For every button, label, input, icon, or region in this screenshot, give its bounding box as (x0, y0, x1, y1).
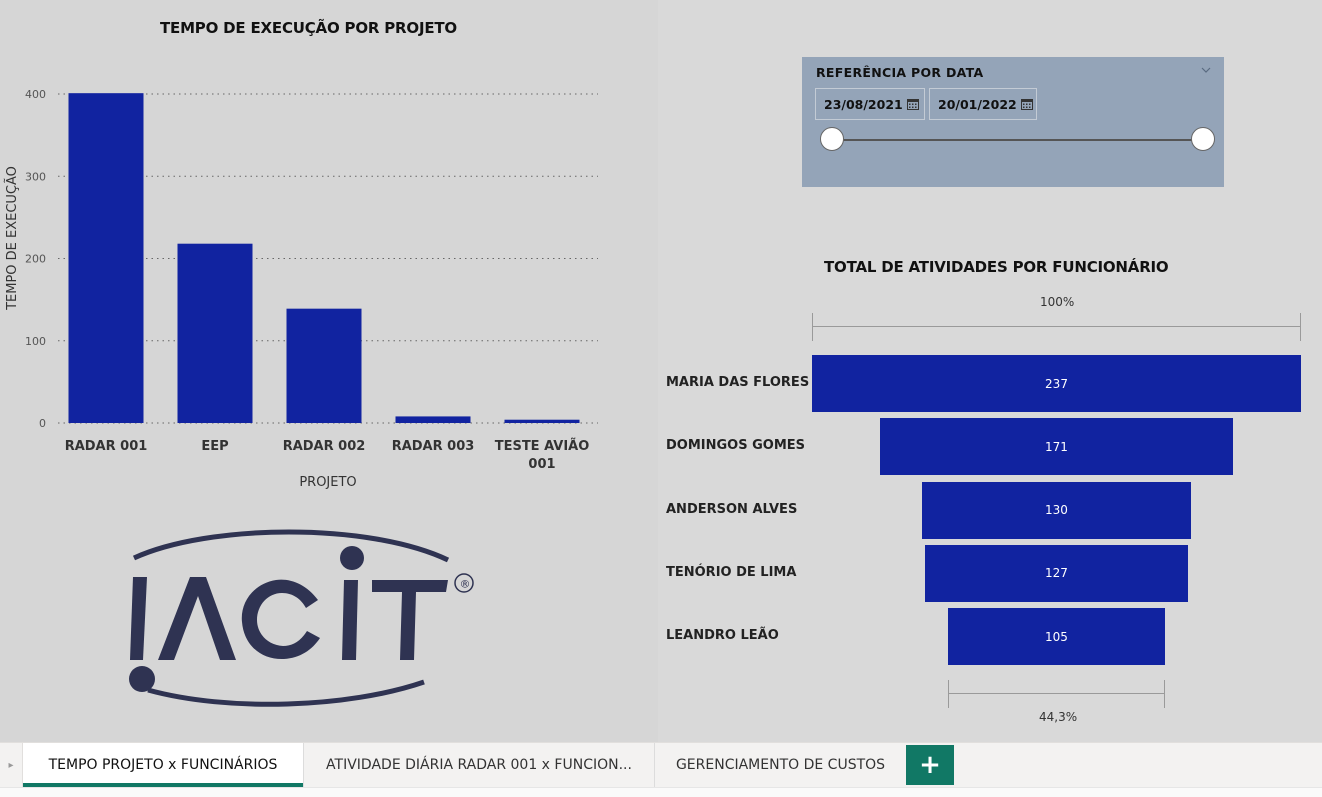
bar-chart-plot: 0 100 200 300 400 RADAR 001 EEP RADAR 002 RADAR … (4, 88, 598, 490)
chevron-down-icon[interactable] (1200, 65, 1212, 75)
funnel-value-label: 130 (1045, 503, 1068, 518)
funnel-top-bracket (812, 313, 1301, 341)
add-page-button[interactable]: + (906, 745, 954, 785)
page-tab-bar: ▸ TEMPO PROJETO x FUNCINÁRIOS ATIVIDADE … (0, 742, 1322, 797)
x-tick-label: RADAR 003 (392, 439, 475, 454)
funnel-bar[interactable]: 171 (880, 418, 1233, 476)
slicer-title: REFERÊNCIA POR DATA (816, 65, 984, 80)
x-axis-label: PROJETO (299, 475, 356, 490)
tab-tempo-projeto[interactable]: TEMPO PROJETO x FUNCINÁRIOS (23, 743, 304, 787)
x-tick-label: RADAR 001 (65, 439, 148, 454)
funnel-category-label: ANDERSON ALVES (666, 501, 798, 517)
funnel-top-percent: 100% (1040, 295, 1075, 309)
iacit-logo: ® (129, 529, 474, 707)
date-slider-track[interactable] (832, 139, 1202, 141)
y-tick-label: 0 (39, 417, 46, 430)
start-date-value: 23/08/2021 (824, 96, 903, 112)
funnel-bar[interactable]: 130 (922, 481, 1191, 539)
tab-label: TEMPO PROJETO x FUNCINÁRIOS (48, 757, 278, 773)
end-date-input[interactable]: 20/01/2022 (929, 88, 1037, 120)
end-date-value: 20/01/2022 (938, 96, 1017, 112)
y-tick-label: 100 (25, 335, 46, 348)
tab-label: GERENCIAMENTO DE CUSTOS (675, 757, 886, 773)
y-tick-label: 200 (25, 253, 46, 266)
funnel-category-label: LEANDRO LEÃO (666, 628, 779, 644)
y-axis-label: TEMPO DE EXECUÇÃO (4, 166, 20, 311)
status-strip (0, 787, 1322, 797)
funnel-bottom-percent: 44,3% (1039, 710, 1078, 724)
funnel-value-label: 105 (1045, 629, 1068, 644)
bar (68, 93, 144, 424)
funnel-bar[interactable]: 237 (812, 355, 1301, 412)
funnel-value-label: 171 (1045, 439, 1068, 454)
bar (395, 416, 471, 423)
slider-end-handle[interactable] (1191, 127, 1215, 151)
bar-chart: TEMPO DE EXECUÇÃO POR PROJETO 0 100 200 300… (0, 0, 640, 500)
x-tick-label: 001 (528, 457, 555, 472)
funnel-bar[interactable]: 127 (925, 544, 1188, 602)
date-slicer[interactable]: REFERÊNCIA POR DATA 23/08/2021 20/01/202… (802, 57, 1224, 187)
bar (504, 419, 580, 423)
tab-scroll-left-icon[interactable]: ▸ (0, 743, 23, 787)
funnel-category-label: TENÓRIO DE LIMA (666, 564, 797, 580)
start-date-input[interactable]: 23/08/2021 (815, 88, 925, 120)
funnel-category-label: DOMINGOS GOMES (666, 438, 806, 454)
funnel-bar[interactable]: 105 (948, 608, 1165, 666)
tab-gerenciamento-custos[interactable]: GERENCIAMENTO DE CUSTOS (655, 743, 906, 787)
tab-label: ATIVIDADE DIÁRIA RADAR 001 x FUNCION... (326, 757, 632, 773)
funnel-value-label: 237 (1045, 376, 1068, 391)
bar (286, 308, 362, 423)
x-tick-label: TESTE AVIÃO (495, 438, 590, 454)
registered-mark: ® (460, 578, 471, 591)
y-tick-label: 400 (25, 88, 46, 101)
funnel-category-label: MARIA DAS FLORES (666, 375, 810, 390)
y-tick-label: 300 (25, 170, 46, 183)
slider-start-handle[interactable] (820, 127, 844, 151)
funnel-bottom-bracket (948, 680, 1165, 708)
bar-chart-title: TEMPO DE EXECUÇÃO POR PROJETO (160, 19, 457, 37)
x-tick-label: EEP (201, 439, 228, 454)
tab-atividade-diaria[interactable]: ATIVIDADE DIÁRIA RADAR 001 x FUNCION... (304, 743, 655, 787)
x-tick-label: RADAR 002 (283, 439, 366, 454)
calendar-icon[interactable] (1020, 98, 1033, 110)
funnel-value-label: 127 (1045, 566, 1068, 581)
bar (177, 243, 253, 423)
calendar-icon[interactable] (906, 98, 919, 110)
funnel-title: TOTAL DE ATIVIDADES POR FUNCIONÁRIO (824, 258, 1169, 276)
